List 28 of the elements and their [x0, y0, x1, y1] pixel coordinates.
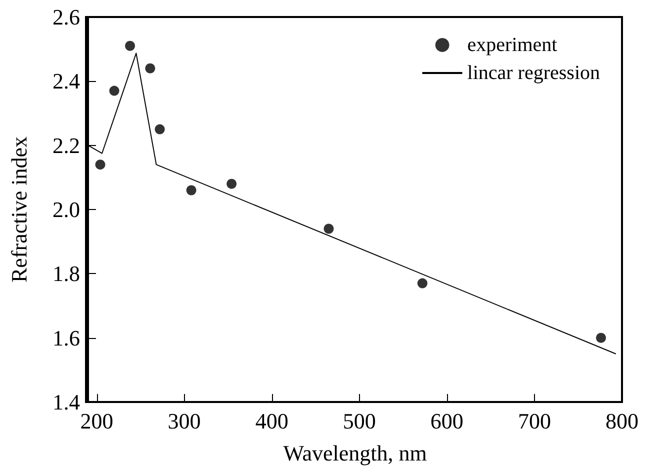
y-tick-label: 2.0 [52, 197, 80, 222]
x-tick-label: 700 [518, 408, 551, 434]
point [324, 224, 334, 234]
x-tick-label: 400 [255, 408, 288, 434]
point [109, 86, 120, 96]
x-tick-label: 300 [168, 408, 201, 434]
point [186, 185, 196, 196]
y-tick-label: 1.6 [52, 325, 80, 350]
point [596, 332, 606, 343]
y-axis-title: Refractive index [6, 136, 32, 282]
x-tick-label: 200 [80, 408, 114, 434]
point [154, 124, 165, 134]
point [226, 178, 237, 189]
legend-label: lincar regression [467, 62, 600, 84]
x-tick-label: 800 [606, 408, 638, 434]
x-axis-title: Wavelength, nm [283, 440, 427, 466]
y-tick-label: 2.4 [52, 68, 80, 94]
y-tick-label: 1.4 [52, 390, 80, 414]
legend-label: experiment [467, 34, 558, 56]
y-tick-label: 2.6 [52, 4, 80, 30]
point [125, 40, 136, 51]
point [417, 278, 428, 288]
x-tick-label: 600 [430, 408, 464, 434]
point [95, 160, 106, 170]
y-tick-label: 1.8 [52, 261, 80, 286]
x-tick-label: 500 [342, 408, 376, 434]
y-tick-label: 2.2 [52, 132, 80, 158]
point [145, 63, 156, 74]
